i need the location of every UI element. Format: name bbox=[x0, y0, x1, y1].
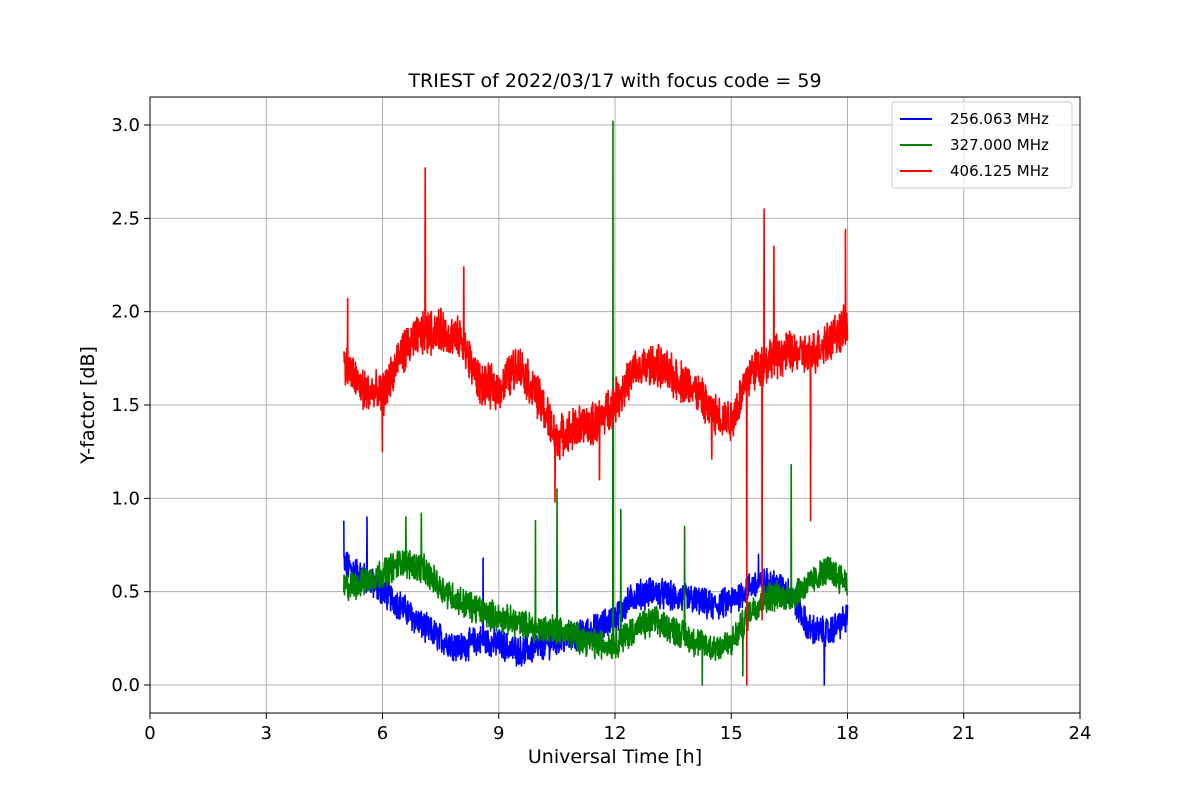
x-tick-label: 21 bbox=[952, 723, 975, 744]
legend-label-327: 327.000 MHz bbox=[950, 136, 1049, 154]
x-tick-label: 3 bbox=[261, 723, 272, 744]
x-tick-label: 0 bbox=[144, 723, 155, 744]
x-axis-ticks: 0 3 6 9 12 15 18 21 24 bbox=[144, 713, 1091, 744]
y-tick-label: 1.0 bbox=[111, 488, 140, 509]
y-tick-label: 1.5 bbox=[111, 395, 140, 416]
legend: 256.063 MHz 327.000 MHz 406.125 MHz bbox=[891, 101, 1073, 189]
series-line bbox=[343, 167, 849, 686]
y-tick-label: 0.5 bbox=[111, 582, 140, 603]
x-tick-label: 24 bbox=[1069, 723, 1092, 744]
x-axis-label: Universal Time [h] bbox=[528, 746, 702, 768]
x-tick-label: 15 bbox=[720, 723, 743, 744]
legend-label-406: 406.125 MHz bbox=[950, 162, 1049, 180]
y-tick-label: 3.0 bbox=[111, 115, 140, 136]
x-tick-label: 9 bbox=[493, 723, 504, 744]
x-tick-label: 18 bbox=[836, 723, 859, 744]
x-tick-label: 6 bbox=[377, 723, 388, 744]
y-tick-label: 2.0 bbox=[111, 302, 140, 323]
chart-title: TRIEST of 2022/03/17 with focus code = 5… bbox=[407, 70, 821, 92]
y-tick-label: 0.0 bbox=[111, 675, 140, 696]
series-layer bbox=[343, 120, 849, 686]
y-axis-ticks: 0.0 0.5 1.0 1.5 2.0 2.5 3.0 bbox=[111, 115, 150, 696]
series-line bbox=[343, 120, 849, 686]
y-tick-label: 2.5 bbox=[111, 208, 140, 229]
legend-box bbox=[891, 101, 1073, 189]
x-tick-label: 12 bbox=[604, 723, 627, 744]
legend-label-256: 256.063 MHz bbox=[950, 110, 1049, 128]
y-axis-label: Y-factor [dB] bbox=[77, 346, 99, 465]
